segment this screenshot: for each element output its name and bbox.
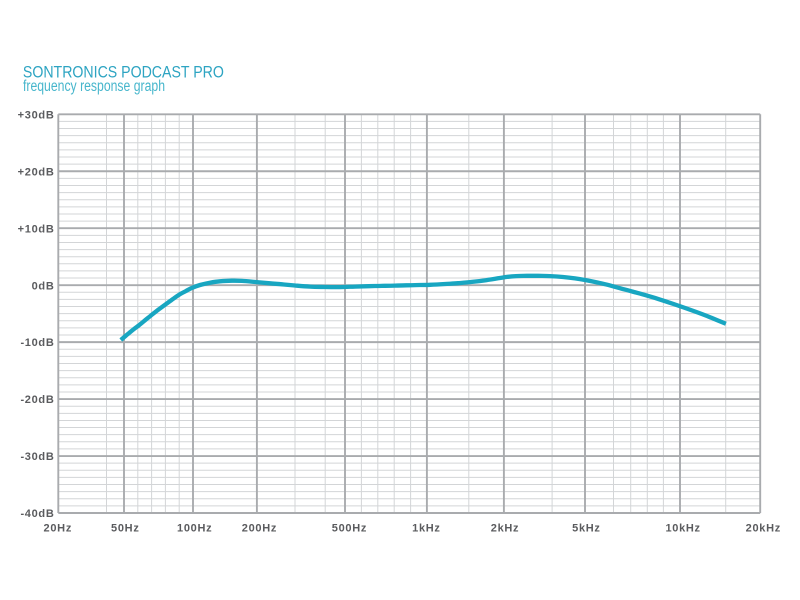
svg-text:frequency response graph: frequency response graph [23,78,165,95]
svg-text:2kHz: 2kHz [491,522,519,534]
svg-text:50Hz: 50Hz [111,522,139,534]
svg-text:+20dB: +20dB [18,166,55,178]
svg-text:-10dB: -10dB [20,337,54,349]
svg-text:100Hz: 100Hz [177,522,212,534]
svg-text:0dB: 0dB [32,280,55,292]
svg-text:+30dB: +30dB [18,109,55,121]
svg-text:20Hz: 20Hz [44,522,72,534]
svg-text:+10dB: +10dB [18,223,55,235]
svg-text:-20dB: -20dB [20,394,54,406]
svg-text:200Hz: 200Hz [242,522,277,534]
svg-text:-30dB: -30dB [20,451,54,463]
svg-text:20kHz: 20kHz [746,522,781,534]
svg-text:1kHz: 1kHz [412,522,440,534]
svg-text:SONTRONICS PODCAST PRO: SONTRONICS PODCAST PRO [23,62,224,81]
svg-text:-40dB: -40dB [20,508,54,520]
svg-text:10kHz: 10kHz [665,522,700,534]
svg-text:500Hz: 500Hz [332,522,367,534]
svg-text:5kHz: 5kHz [572,522,600,534]
